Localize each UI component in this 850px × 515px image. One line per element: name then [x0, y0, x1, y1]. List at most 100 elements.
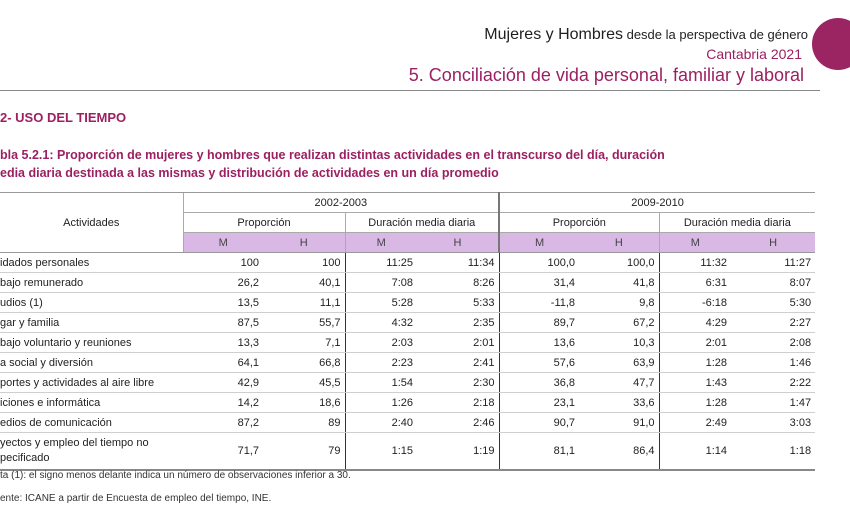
cell: 13,5 — [183, 292, 263, 313]
cell: 67,2 — [579, 312, 660, 333]
cell: 57,6 — [499, 352, 580, 373]
cell: 100 — [183, 252, 263, 273]
cell: 89 — [263, 412, 346, 433]
cell: 7,1 — [263, 332, 346, 353]
col-h: H — [417, 232, 500, 253]
cell: 11:34 — [417, 252, 500, 273]
region-year: Cantabria 2021 — [706, 46, 802, 62]
activity-label-line: pecificado — [0, 452, 50, 464]
cell: 26,2 — [183, 272, 263, 293]
cell: 1:19 — [417, 432, 500, 471]
cell: 36,8 — [499, 372, 580, 393]
cell: 23,1 — [499, 392, 580, 413]
table-row: edios de comunicación 87,2 89 2:40 2:46 … — [0, 412, 816, 433]
cell: 86,4 — [579, 432, 660, 471]
table-row: portes y actividades al aire libre 42,9 … — [0, 372, 816, 393]
cell: -11,8 — [499, 292, 580, 313]
cell: 7:08 — [345, 272, 417, 293]
activity-label-line: yectos y empleo del tiempo no — [0, 437, 149, 449]
activity-label: bajo remunerado — [0, 272, 183, 293]
cell: 5:30 — [731, 292, 816, 313]
cell: 5:28 — [345, 292, 417, 313]
cell: 66,8 — [263, 352, 346, 373]
cell: 33,6 — [579, 392, 660, 413]
cell: 11:25 — [345, 252, 417, 273]
cell: 11:27 — [731, 252, 816, 273]
cell: 1:54 — [345, 372, 417, 393]
period-2002-2003-header: 2002-2003 — [182, 192, 500, 213]
col-h: H — [579, 232, 660, 253]
cell: 1:15 — [345, 432, 417, 471]
cell: 8:26 — [417, 272, 500, 293]
chapter-title: 5. Conciliación de vida personal, famili… — [408, 65, 804, 85]
cell: 2:30 — [417, 372, 500, 393]
cell: 11:32 — [659, 252, 732, 273]
publication-title: Mujeres y Hombres desde la perspectiva d… — [484, 26, 808, 44]
cell: 13,3 — [183, 332, 263, 353]
table-row: udios (1) 13,5 11,1 5:28 5:33 -11,8 9,8 … — [0, 292, 816, 313]
cell: 1:43 — [659, 372, 732, 393]
cell: 5:33 — [417, 292, 500, 313]
cell: 4:29 — [659, 312, 732, 333]
cell: 81,1 — [499, 432, 580, 471]
cell: 1:26 — [345, 392, 417, 413]
activities-header: Actividades — [0, 192, 183, 253]
cell: 1:46 — [731, 352, 816, 373]
cell: 2:35 — [417, 312, 500, 333]
cell: 4:32 — [345, 312, 417, 333]
cell: 1:14 — [659, 432, 732, 471]
cell: 2:49 — [659, 412, 732, 433]
cell: 79 — [263, 432, 346, 471]
cell: 42,9 — [183, 372, 263, 393]
cell: 2:01 — [659, 332, 732, 353]
cell: 64,1 — [183, 352, 263, 373]
period-2009-2010-header: 2009-2010 — [498, 192, 816, 213]
table-row: bajo remunerado 26,2 40,1 7:08 8:26 31,4… — [0, 272, 816, 293]
cell: 45,5 — [263, 372, 346, 393]
cell: -6:18 — [659, 292, 732, 313]
cell: 87,5 — [183, 312, 263, 333]
col-h: H — [263, 232, 345, 253]
cell: 2:01 — [417, 332, 500, 353]
activity-label: portes y actividades al aire libre — [0, 372, 183, 393]
cell: 63,9 — [579, 352, 660, 373]
cell: 91,0 — [579, 412, 660, 433]
activity-label: udios (1) — [0, 292, 183, 313]
header-divider — [0, 90, 820, 91]
cell: 31,4 — [499, 272, 580, 293]
activity-label: bajo voluntario y reuniones — [0, 332, 183, 353]
table-row: idados personales 100 100 11:25 11:34 10… — [0, 252, 816, 273]
cell: 40,1 — [263, 272, 346, 293]
cell: 2:22 — [731, 372, 816, 393]
publication-title-sub: desde la perspectiva de género — [622, 27, 808, 42]
cell: 18,6 — [263, 392, 346, 413]
cell: 87,2 — [183, 412, 263, 433]
cell: 11,1 — [263, 292, 346, 313]
activity-label: iciones e informática — [0, 392, 183, 413]
cell: 9,8 — [579, 292, 660, 313]
table-source: ente: ICANE a partir de Encuesta de empl… — [0, 493, 272, 504]
time-use-table: Actividades 2002-2003 2009-2010 Proporci… — [0, 192, 816, 471]
proportion-header-1: Proporción — [182, 212, 345, 233]
cell: 1:47 — [731, 392, 816, 413]
cell: 100,0 — [579, 252, 660, 273]
cell: 2:23 — [345, 352, 417, 373]
publication-title-main: Mujeres y Hombres — [484, 26, 623, 43]
cell: 55,7 — [263, 312, 346, 333]
cell: 10,3 — [579, 332, 660, 353]
cell: 41,8 — [579, 272, 660, 293]
cell: 71,7 — [183, 432, 263, 471]
cell: 47,7 — [579, 372, 660, 393]
activity-label: yectos y empleo del tiempo no pecificado — [0, 432, 183, 471]
activity-label: idados personales — [0, 252, 183, 273]
col-m: M — [182, 232, 263, 253]
table-row: yectos y empleo del tiempo no pecificado… — [0, 432, 816, 471]
cell: 2:41 — [417, 352, 500, 373]
cell: 6:31 — [659, 272, 732, 293]
cell: 14,2 — [183, 392, 263, 413]
cell: 100 — [263, 252, 346, 273]
cell: 2:46 — [417, 412, 500, 433]
activity-label: gar y familia — [0, 312, 183, 333]
col-m: M — [344, 232, 417, 253]
cell: 2:18 — [417, 392, 500, 413]
